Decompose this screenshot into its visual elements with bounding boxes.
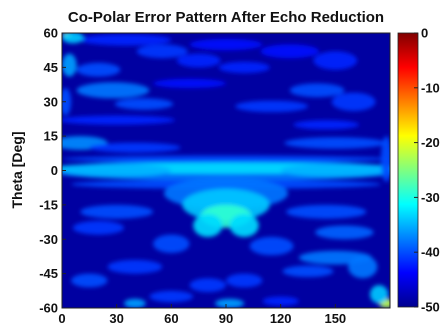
- heatmap-blob: [280, 163, 390, 178]
- heatmap-blob: [62, 115, 175, 125]
- y-tick-label: -15: [39, 197, 58, 212]
- y-tick-label: -30: [39, 232, 58, 247]
- heatmap-blob: [262, 296, 299, 306]
- heatmap-blob: [89, 142, 181, 153]
- chart-title: Co-Polar Error Pattern After Echo Reduct…: [68, 9, 384, 26]
- heatmap-blob: [289, 83, 345, 98]
- heatmap-blob: [229, 214, 259, 237]
- colorbar: [397, 32, 419, 308]
- heatmap-blob: [235, 100, 308, 113]
- colorbar-ticks: 0 -10 -20 -30 -40 -50: [414, 26, 440, 315]
- x-tick-label: 30: [109, 311, 123, 326]
- y-tick-label: -45: [39, 266, 58, 281]
- heatmap-blob: [370, 285, 389, 304]
- heatmap-blob: [380, 136, 390, 182]
- heatmap-blob: [193, 214, 223, 237]
- heatmap-blob: [348, 255, 378, 279]
- heatmap-blob: [76, 62, 121, 77]
- heatmap-blob: [189, 38, 263, 51]
- heatmap-blob: [153, 78, 227, 88]
- heatmap-blob: [315, 225, 374, 240]
- heatmap-blob: [284, 137, 387, 149]
- x-tick-label: 0: [58, 311, 65, 326]
- colorbar-tick-label: -10: [421, 80, 440, 95]
- heatmap-blob: [62, 33, 84, 44]
- colorbar-tick-label: -30: [421, 190, 440, 205]
- heatmap-blob: [62, 163, 172, 178]
- heatmap-blob: [215, 298, 245, 308]
- x-tick-label: 60: [164, 311, 178, 326]
- heatmap-blob: [136, 44, 188, 59]
- heatmap-blob: [313, 51, 358, 70]
- heatmap-blob: [107, 259, 163, 274]
- heatmap-blob: [62, 88, 72, 116]
- y-tick-label: 45: [44, 60, 58, 75]
- y-axis-label: Theta [Deg]: [9, 132, 25, 209]
- heatmap-blob: [114, 98, 174, 110]
- x-tick-label: 150: [324, 311, 346, 326]
- heatmap-area: [62, 33, 390, 308]
- heatmap-blob: [123, 298, 146, 308]
- y-tick-label: 30: [44, 94, 58, 109]
- colorbar-tick-label: -50: [421, 300, 440, 315]
- heatmap-blob: [226, 273, 263, 288]
- heatmap-blob: [153, 234, 190, 253]
- heatmap-blob: [176, 53, 221, 68]
- heatmap-blob: [286, 204, 367, 219]
- heatmap-blob: [71, 273, 108, 288]
- heatmap-blob: [62, 53, 77, 77]
- heatmap-blob: [260, 44, 319, 59]
- heatmap-blob: [76, 82, 150, 99]
- heatmap-blob: [189, 278, 226, 292]
- y-axis-ticks: 60 45 30 15 0 -15 -30 -45 -60: [39, 26, 66, 316]
- heatmap-blob: [293, 120, 360, 130]
- heatmap-blob: [80, 204, 154, 219]
- x-tick-label: 120: [270, 311, 292, 326]
- heatmap-blob: [80, 34, 172, 46]
- x-tick-label: 90: [219, 311, 233, 326]
- heatmap-blob: [282, 265, 334, 277]
- y-tick-label: 0: [51, 163, 58, 178]
- y-tick-label: 15: [44, 129, 58, 144]
- heatmap-blob: [331, 92, 376, 112]
- y-tick-label: 60: [44, 26, 58, 41]
- x-axis-ticks: 0 30 60 90 120 150: [58, 304, 346, 326]
- colorbar-tick-label: -20: [421, 135, 440, 150]
- heatmap-blob: [62, 155, 390, 163]
- heatmap-blob: [218, 61, 270, 74]
- heatmap-blobs: [62, 33, 390, 308]
- heatmap-blob: [72, 220, 124, 235]
- colorbar-tick-label: 0: [421, 26, 428, 41]
- heatmap-blob: [149, 290, 194, 303]
- y-tick-label: -60: [39, 301, 58, 316]
- heatmap-blob: [249, 236, 294, 256]
- colorbar-tick-label: -40: [421, 245, 440, 260]
